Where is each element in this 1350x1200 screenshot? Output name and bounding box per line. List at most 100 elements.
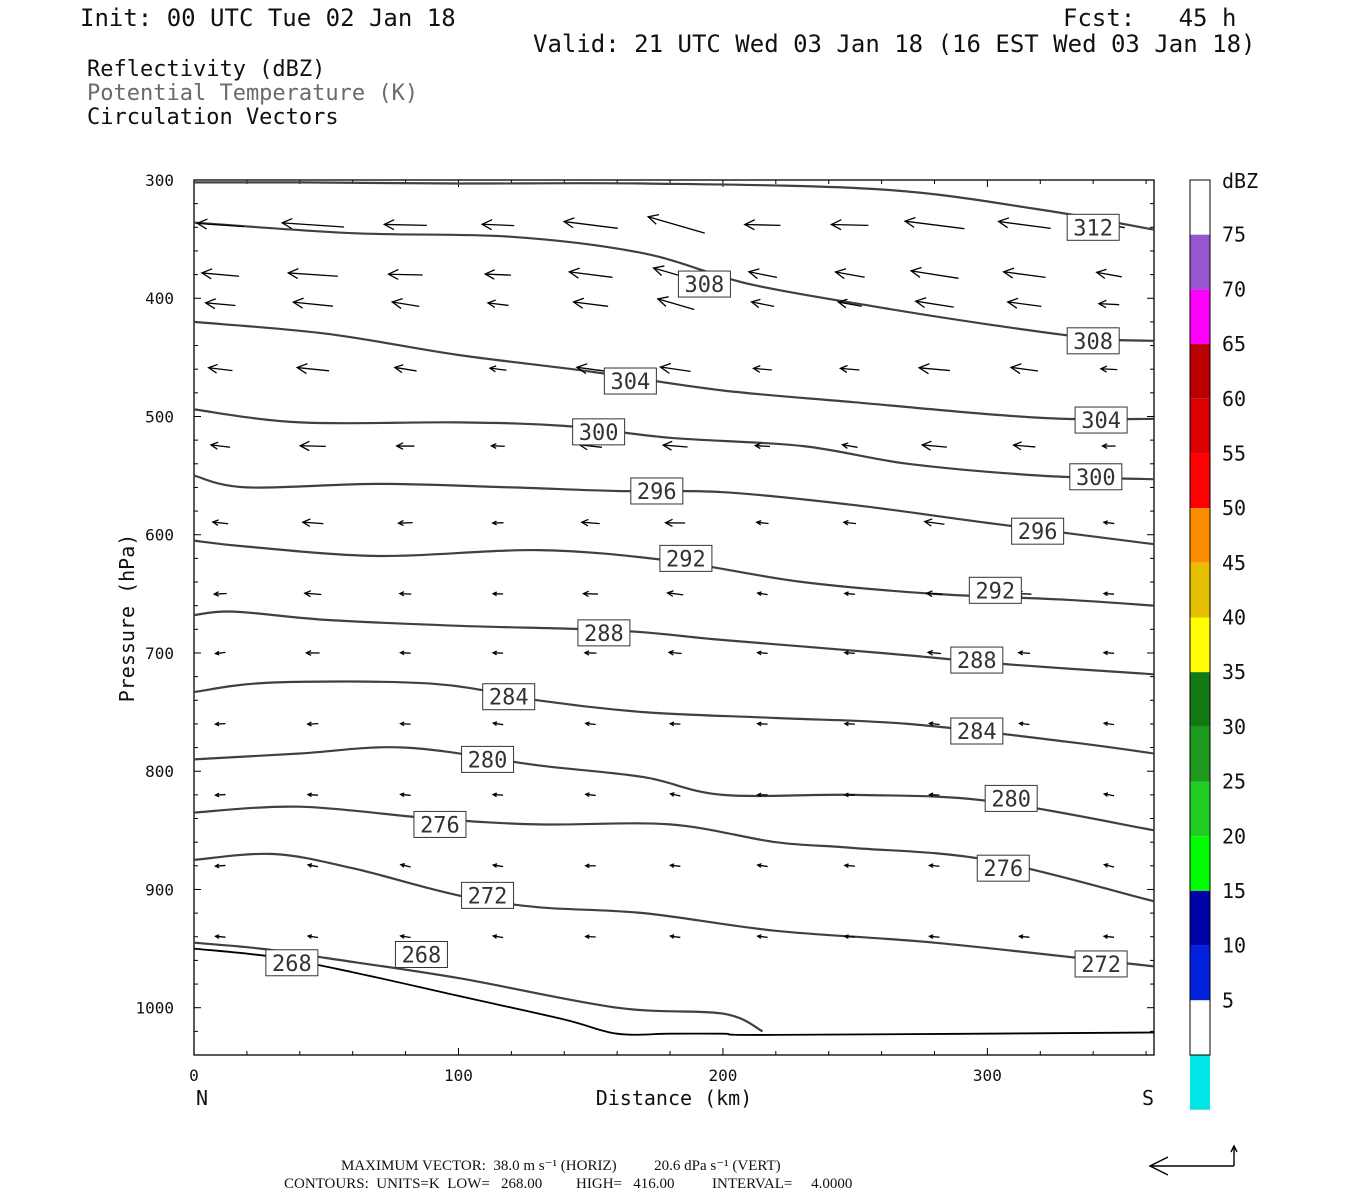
- contour-label: 300: [1076, 466, 1116, 491]
- contour-label: 280: [468, 748, 508, 773]
- isentrope-304: [193, 320, 1155, 421]
- vector-head: [204, 298, 217, 310]
- vector-shaft: [215, 793, 226, 796]
- vector-shaft: [670, 864, 681, 867]
- circulation-vector: [491, 934, 504, 939]
- vector-head: [667, 649, 674, 656]
- vector-shaft: [205, 302, 236, 307]
- colorbar-label: 45: [1222, 551, 1246, 575]
- vector-shaft: [201, 272, 240, 277]
- circulation-vector: [204, 298, 236, 310]
- vector-head: [927, 721, 934, 727]
- vector-head: [491, 863, 498, 868]
- vector-shaft: [399, 592, 412, 595]
- contour-label-box: [461, 881, 515, 909]
- circulation-vector: [669, 792, 681, 797]
- vector-shaft: [660, 366, 691, 372]
- vector-shaft: [493, 722, 504, 726]
- contour-label: 272: [468, 884, 508, 909]
- circulation-vector: [399, 650, 411, 656]
- vector-head: [286, 268, 299, 280]
- circulation-vector: [393, 364, 417, 374]
- vector-head: [928, 934, 934, 939]
- vector-shaft: [487, 302, 509, 307]
- vector-head: [829, 219, 842, 231]
- vector-head: [656, 296, 669, 307]
- circulation-vector: [582, 590, 598, 597]
- contour-label: 300: [579, 421, 619, 446]
- circulation-vector: [1006, 297, 1042, 309]
- vector-shaft: [210, 444, 231, 448]
- circulation-vector: [914, 297, 954, 309]
- vector-shaft: [663, 444, 688, 448]
- vector-head: [843, 934, 849, 940]
- vector-shaft: [485, 273, 512, 276]
- vector-shaft: [398, 521, 413, 524]
- vector-shaft: [926, 592, 943, 596]
- circulation-vector: [1102, 863, 1115, 868]
- circulation-vector: [1101, 443, 1116, 450]
- circulation-vector: [214, 650, 226, 656]
- vector-shaft: [929, 864, 940, 867]
- vector-head: [580, 518, 589, 527]
- circulation-vector: [667, 649, 682, 656]
- circulation-vector: [291, 297, 333, 309]
- reflectivity-legend: Reflectivity (dBZ): [87, 57, 326, 82]
- circulation-vector: [207, 363, 233, 374]
- vector-shaft: [669, 651, 682, 655]
- vector-head: [387, 268, 399, 280]
- vector-head: [834, 268, 847, 280]
- contour-label: 268: [402, 943, 442, 968]
- circulation-vector: [491, 591, 504, 597]
- contour-label: 272: [1081, 953, 1121, 978]
- circulation-vector: [387, 268, 423, 280]
- circulation-vector: [490, 442, 505, 449]
- circulation-vector: [214, 934, 226, 939]
- colorbar-swatch: [1190, 344, 1210, 399]
- vector-head: [1102, 863, 1109, 868]
- vector-head: [668, 934, 675, 939]
- vector-shaft: [915, 300, 954, 308]
- vector-head: [917, 363, 930, 375]
- vector-head: [756, 721, 762, 727]
- vector-shaft: [307, 793, 319, 796]
- circulation-vector: [298, 440, 326, 452]
- vector-head: [753, 442, 761, 450]
- vector-shaft: [576, 366, 605, 372]
- circulation-vector: [306, 934, 319, 939]
- circulation-vector: [829, 219, 869, 231]
- colorbar-label: 50: [1222, 496, 1246, 520]
- vector-head: [652, 265, 665, 277]
- contour-label-box: [1066, 327, 1120, 355]
- circulation-vector: [666, 590, 684, 597]
- circulation-vector: [488, 365, 507, 373]
- circulation-vector: [756, 591, 768, 596]
- vector-head: [743, 219, 755, 231]
- circulation-vector: [491, 863, 504, 868]
- vector-shaft: [493, 864, 504, 868]
- circulation-vector: [295, 362, 330, 375]
- contour-label: 288: [584, 622, 624, 647]
- circulation-vector: [1102, 934, 1115, 939]
- vector-head: [567, 267, 580, 279]
- vector-head: [480, 219, 493, 231]
- vector-shaft: [1013, 444, 1036, 448]
- circulation-vector: [399, 934, 411, 939]
- circulation-vector: [580, 518, 600, 527]
- y-tick-label: 500: [145, 407, 174, 426]
- contour-label-box: [630, 477, 684, 505]
- circulation-vector: [1018, 721, 1030, 727]
- circulation-vector: [212, 591, 227, 597]
- vector-shaft: [929, 935, 940, 938]
- vector-head: [842, 519, 849, 526]
- circulation-vector: [303, 590, 322, 598]
- circulation-vector: [920, 440, 947, 451]
- colorbar-label: 55: [1222, 441, 1246, 465]
- circulation-vector: [909, 266, 959, 279]
- colorbar-swatch: [1190, 726, 1210, 782]
- circulation-vector: [1017, 650, 1031, 656]
- vector-shaft: [1019, 935, 1030, 938]
- vector-head: [491, 591, 498, 597]
- circulation-vector: [575, 363, 605, 375]
- vector-head: [214, 650, 220, 656]
